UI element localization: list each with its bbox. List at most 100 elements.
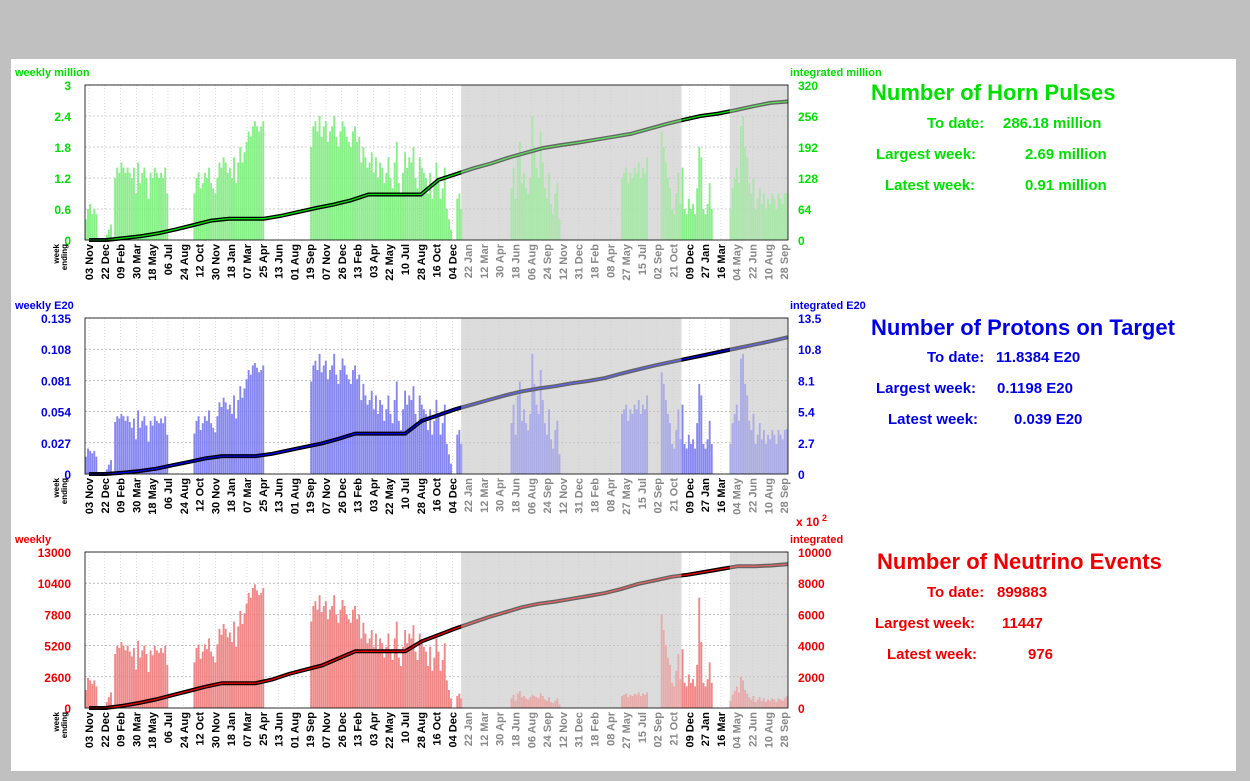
nu-bar (702, 682, 705, 708)
horn-week-tick: 22 May (384, 243, 396, 281)
nu-bar (406, 643, 409, 708)
pot-week-tick: 30 Apr (495, 477, 507, 512)
pot-bar (91, 453, 94, 474)
pot-bar (241, 397, 244, 474)
horn-bar (324, 121, 327, 240)
horn-bar (228, 167, 231, 240)
horn-week-tick: 18 Feb (590, 244, 602, 279)
pot-bar (456, 434, 459, 474)
nu-bar (387, 633, 390, 708)
pot-bar (437, 413, 440, 474)
pot-bar (124, 420, 127, 474)
horn-bar (779, 198, 782, 240)
horn-bar (754, 209, 757, 240)
nu-bar (107, 697, 110, 708)
pot-bar (389, 413, 392, 474)
pot-bar (692, 439, 694, 474)
pot-right-tick: 5.4 (798, 406, 815, 420)
horn-bar (733, 178, 736, 240)
horn-bar (316, 131, 319, 240)
nu-bar (85, 690, 87, 708)
horn-bar (122, 167, 125, 240)
pot-bar (347, 379, 350, 474)
nu-week-tick: 12 Nov (558, 711, 570, 748)
nu-bar (627, 697, 630, 708)
horn-left-tick: 0.6 (54, 203, 71, 217)
pot-bar (203, 416, 206, 474)
nu-bar (404, 630, 407, 708)
pot-week-tick: 10 Jul (400, 478, 412, 509)
nu-bar (535, 697, 538, 708)
pot-bar (414, 413, 417, 474)
horn-left-tick: 1.2 (54, 172, 71, 186)
horn-bar (372, 172, 375, 240)
nu-bar (377, 651, 379, 708)
horn-bar (158, 178, 160, 240)
pot-bar (239, 386, 242, 474)
horn-bar (368, 162, 371, 240)
pot-bar (533, 383, 536, 474)
nu-bar (193, 662, 196, 708)
pot-bar (245, 379, 248, 474)
pot-bar (139, 427, 142, 474)
horn-bar (541, 162, 544, 240)
horn-bar (427, 193, 429, 240)
nu-exponent-power: 2 (822, 513, 827, 523)
pot-plot-border (84, 317, 789, 475)
pot-bar (527, 430, 530, 474)
pot-bar (120, 413, 123, 474)
nu-week-tick: 12 Oct (195, 712, 207, 746)
horn-shade-overlay-0 (461, 85, 682, 240)
horn-week-tick: 27 May (621, 243, 633, 281)
horn-bar (395, 141, 398, 240)
nu-bar (756, 699, 759, 708)
horn-bar (193, 193, 196, 240)
pot-bar (410, 400, 413, 474)
horn-bar (143, 167, 146, 240)
pot-week-tick: 22 May (384, 477, 396, 515)
nu-bar (439, 670, 442, 708)
pot-week-tick: 22 Jan (463, 478, 475, 513)
nu-shade-overlay-0 (461, 552, 682, 708)
nu-bar (126, 645, 129, 708)
nu-week-tick: 12 Mar (479, 711, 491, 747)
nu-bar (460, 698, 463, 708)
pot-bar (671, 443, 674, 474)
horn-bar (151, 178, 154, 240)
horn-week-tick: 12 Oct (195, 244, 207, 278)
pot-bar (107, 464, 110, 474)
pot-bar (412, 386, 415, 474)
pot-bar (639, 413, 642, 474)
horn-bar (341, 121, 344, 240)
nu-bar (692, 679, 694, 708)
pot-bar (627, 420, 630, 474)
pot-week-tick: 16 Oct (432, 478, 444, 512)
nu-todate-value: 899883 (997, 584, 1048, 601)
horn-bar (685, 214, 688, 240)
pot-bar (199, 430, 202, 474)
nu-week-tick: 21 Oct (669, 712, 681, 746)
horn-bar (689, 209, 692, 240)
pot-bar (381, 404, 384, 474)
pot-week-tick: 19 Sep (305, 478, 317, 514)
nu-week-tick: 30 Apr (495, 711, 507, 746)
pot-bar (681, 404, 684, 474)
horn-bar (548, 172, 550, 240)
nu-left-tick: 0 (64, 702, 71, 716)
horn-largest-label: Largest week: (876, 146, 977, 163)
nu-bar (212, 656, 215, 708)
horn-week-tick: 09 Dec (684, 244, 696, 279)
nu-bar (245, 603, 248, 708)
pot-bar (105, 469, 108, 474)
pot-week-tick: 03 Apr (368, 477, 380, 512)
horn-bar (512, 167, 515, 240)
pot-bar (425, 413, 427, 474)
pot-bar (460, 443, 463, 474)
horn-bar (664, 162, 667, 240)
pot-bar (514, 434, 517, 474)
pot-week-tick: 13 Jun (274, 478, 286, 513)
horn-week-tick: 28 Aug (416, 244, 428, 280)
nu-bar (629, 694, 632, 708)
nu-latest-value: 976 (1028, 646, 1054, 663)
horn-bar (258, 131, 261, 240)
